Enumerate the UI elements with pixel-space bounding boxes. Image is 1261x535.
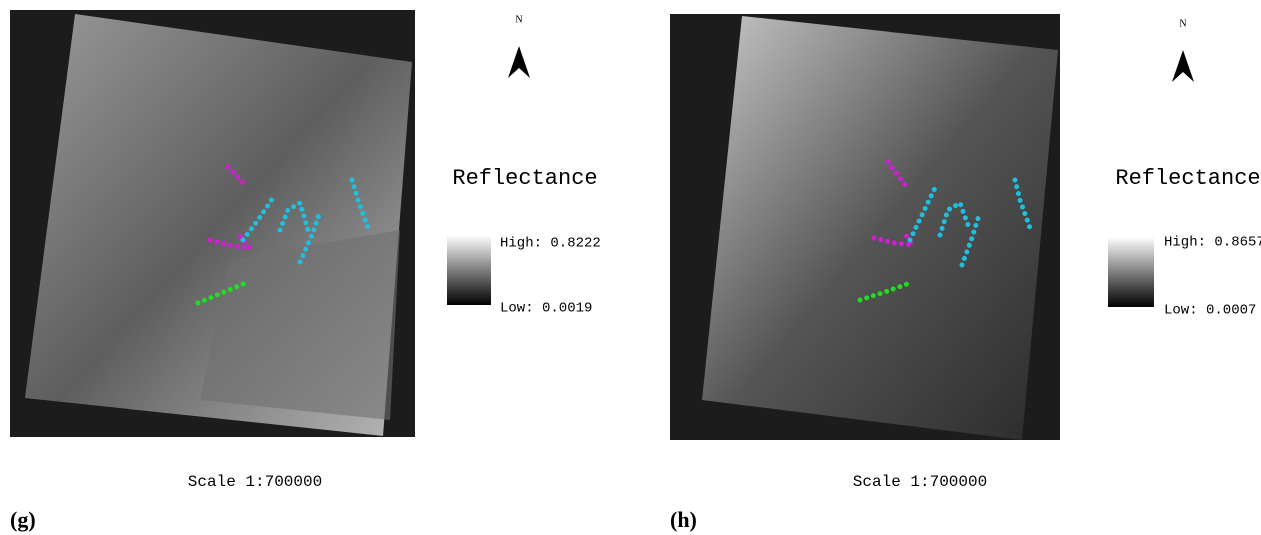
figure: N Reflectance High: 0.8222 Low: 0.0019 S… (0, 0, 1261, 535)
north-arrow (1172, 50, 1194, 82)
legend-title: Reflectance (1115, 166, 1260, 191)
legend-high: High: 0.8222 (500, 236, 601, 252)
color-ramp (447, 235, 491, 305)
scale-text: Scale 1:700000 (188, 473, 322, 491)
panel-h: N Reflectance High: 0.8657 Low: 0.0007 S… (670, 14, 1261, 532)
panel-g: N Reflectance High: 0.8222 Low: 0.0019 S… (10, 10, 601, 532)
panel-label: (g) (10, 507, 36, 532)
panel-label: (h) (670, 507, 697, 532)
color-ramp (1108, 237, 1154, 307)
scale-text: Scale 1:700000 (853, 473, 987, 491)
legend-high: High: 0.8657 (1164, 235, 1261, 251)
north-label: N (1179, 18, 1186, 29)
legend-title: Reflectance (452, 166, 597, 191)
satellite-image (702, 16, 1058, 440)
north-arrow (508, 46, 530, 78)
north-label: N (515, 14, 522, 25)
legend-low: Low: 0.0007 (1164, 303, 1256, 319)
legend-low: Low: 0.0019 (500, 301, 592, 317)
